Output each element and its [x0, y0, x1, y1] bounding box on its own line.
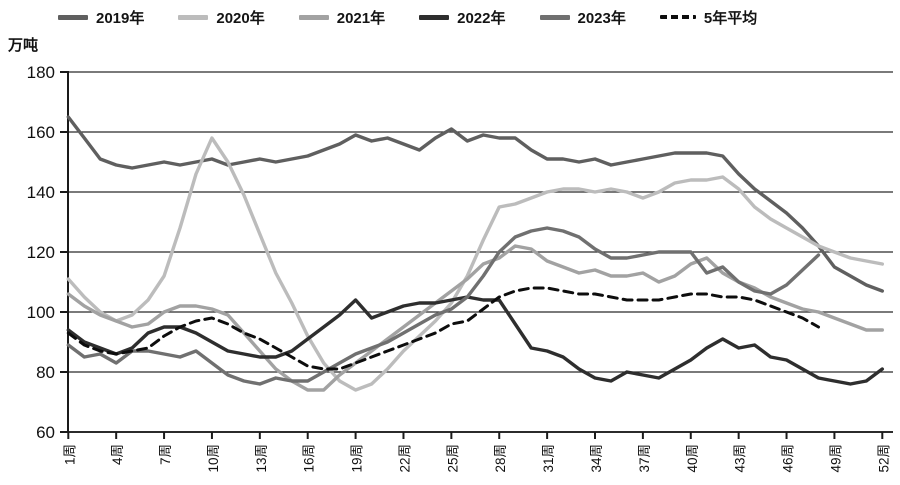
line-swatch-icon — [298, 14, 329, 20]
x-tick-label-13周: 13周 — [254, 444, 269, 473]
legend-label: 2021年 — [336, 9, 386, 27]
legend-label: 2019年 — [96, 9, 145, 27]
x-tick-label-22周: 22周 — [397, 444, 412, 473]
series-line-2019年 — [66, 115, 884, 293]
y-tick-label-120: 120 — [27, 243, 55, 262]
line-swatch-icon — [539, 14, 570, 20]
dashed-line-swatch-icon — [659, 15, 696, 19]
series-line-2022年 — [66, 295, 884, 386]
x-tick-label-49周: 49周 — [828, 444, 843, 473]
x-tick-label-52周: 52周 — [876, 444, 891, 473]
line-swatch-icon — [419, 14, 450, 20]
y-tick-label-140: 140 — [27, 183, 55, 202]
legend-item-2023年: 2023年 — [539, 7, 626, 28]
x-tick-label-40周: 40周 — [685, 444, 700, 473]
x-tick-label-31周: 31周 — [541, 444, 556, 473]
legend-item-5年平均: 5年平均 — [659, 7, 758, 28]
x-tick-label-28周: 28周 — [493, 444, 508, 473]
line-swatch-icon — [58, 14, 88, 20]
legend-item-2022年: 2022年 — [419, 7, 506, 28]
legend-item-2020年: 2020年 — [178, 7, 265, 28]
legend-label: 2022年 — [457, 9, 506, 27]
y-tick-label-60: 60 — [36, 423, 55, 442]
x-tick-label-46周: 46周 — [781, 444, 796, 473]
series-line-2023年 — [66, 226, 821, 386]
legend-label: 2023年 — [577, 9, 626, 27]
legend-label: 2020年 — [216, 9, 265, 27]
y-axis-labels: 180 160 140 120 100 80 60 — [27, 63, 55, 442]
x-tick-label-37周: 37周 — [637, 444, 652, 473]
x-tick-label-25周: 25周 — [445, 444, 460, 473]
x-tick-label-1周: 1周 — [62, 444, 77, 465]
y-tick-label-160: 160 — [27, 123, 55, 142]
gridlines — [68, 71, 893, 433]
y-tick-label-80: 80 — [36, 363, 55, 382]
legend-item-2019年: 2019年 — [58, 7, 144, 28]
line-swatch-icon — [178, 14, 209, 20]
x-axis-labels: 1周 4周 7周 10周 13周 16周 19周 22周 25周 28周 31周 34周 37周 40周 4… — [62, 444, 891, 473]
y-axis-unit-label: 万吨 — [8, 37, 39, 54]
legend: 2019年 2020年 2021年 2022年 2023年 5年平均 — [58, 6, 757, 28]
x-tick-label-34周: 34周 — [589, 444, 604, 473]
y-tick-label-180: 180 — [27, 63, 55, 82]
legend-item-2021年: 2021年 — [298, 7, 386, 28]
x-tick-label-10周: 10周 — [206, 444, 221, 473]
axes — [60, 71, 884, 439]
x-tick-label-7周: 7周 — [158, 444, 173, 465]
legend-label: 5年平均 — [703, 9, 758, 27]
x-tick-label-4周: 4周 — [110, 444, 125, 465]
series-line-2020年 — [66, 136, 884, 392]
x-tick-label-16周: 16周 — [302, 444, 317, 473]
x-tick-label-43周: 43周 — [733, 444, 748, 473]
x-tick-label-19周: 19周 — [350, 444, 365, 473]
series-line-2021年 — [66, 244, 884, 392]
y-tick-label-100: 100 — [27, 303, 55, 322]
series-line-5年平均 — [66, 286, 820, 371]
series-lines — [66, 115, 884, 392]
